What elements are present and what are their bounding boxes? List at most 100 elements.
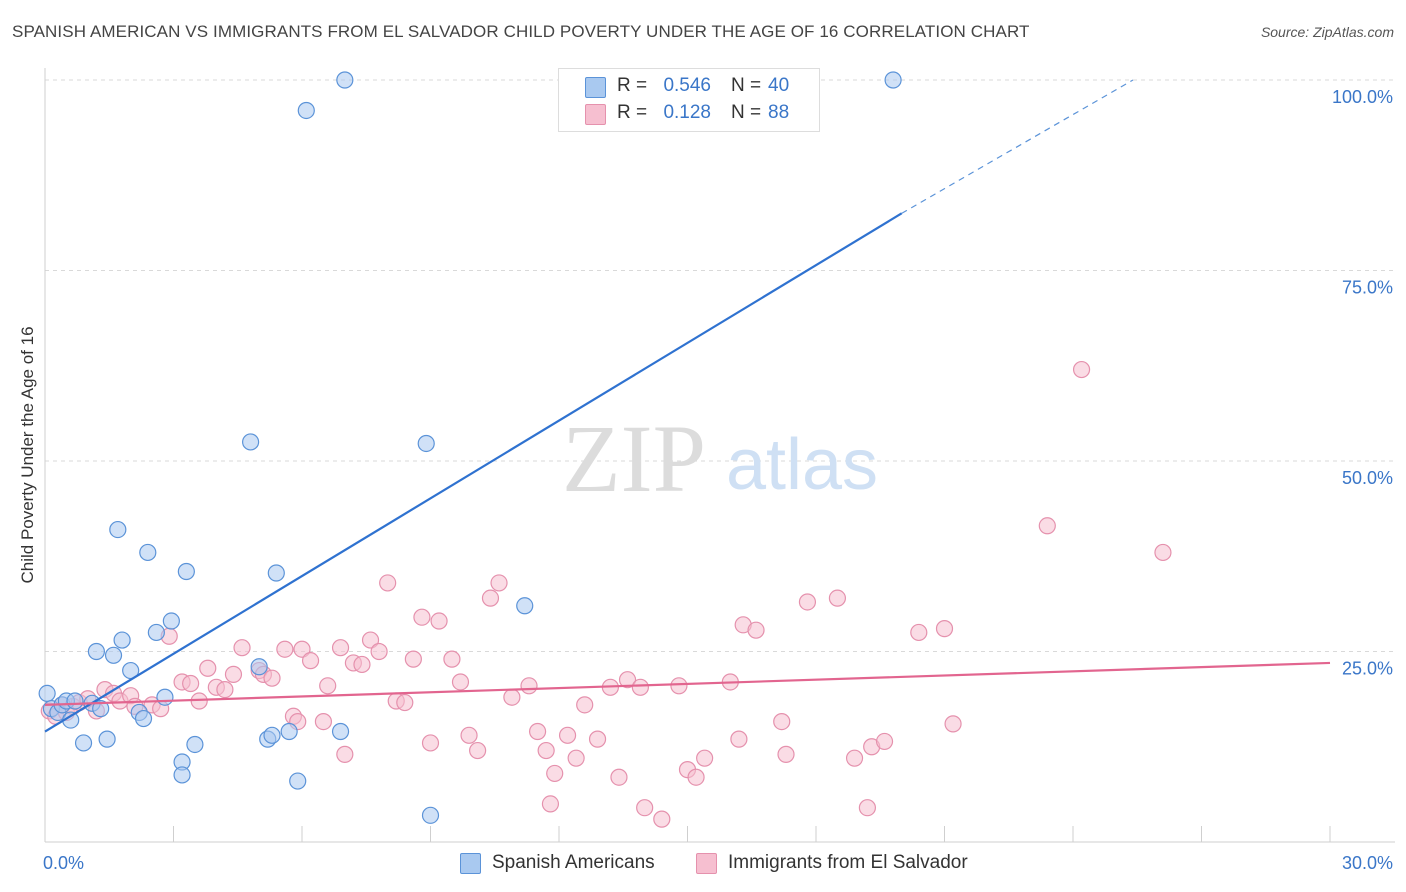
data-point-el-salvador xyxy=(314,713,333,731)
data-point-spanish-americans xyxy=(38,684,56,703)
data-point-el-salvador xyxy=(588,730,607,748)
data-point-spanish-americans xyxy=(186,735,204,754)
data-point-spanish-americans xyxy=(87,642,106,661)
bottom-legend-label: Spanish Americans xyxy=(492,852,655,873)
data-point-el-salvador xyxy=(777,745,795,763)
data-point-spanish-americans xyxy=(267,564,285,582)
data-point-el-salvador xyxy=(653,810,671,828)
data-point-el-salvador xyxy=(576,696,594,714)
data-point-el-salvador xyxy=(451,673,470,691)
data-point-spanish-americans xyxy=(242,433,260,451)
watermark-atlas: atlas xyxy=(726,425,878,505)
axes xyxy=(44,68,1395,843)
bottom-legend-swatch-pink xyxy=(696,853,717,874)
data-point-spanish-americans xyxy=(104,646,123,664)
data-point-el-salvador xyxy=(610,768,628,786)
data-point-el-salvador xyxy=(1154,543,1172,562)
data-point-el-salvador xyxy=(216,680,234,699)
legend-r-value: 0.546 xyxy=(663,75,711,96)
data-point-el-salvador xyxy=(421,734,440,752)
y-tick-label: 25.0% xyxy=(1342,659,1393,679)
correlation-legend: R = 0.546 N = 40 R = 0.128 N = 88 xyxy=(558,68,820,132)
data-point-el-salvador xyxy=(481,589,500,607)
data-point-spanish-americans xyxy=(884,71,902,89)
legend-n-value: 40 xyxy=(768,75,790,96)
data-point-el-salvador xyxy=(276,640,294,658)
data-point-spanish-americans xyxy=(92,700,110,718)
data-point-el-salvador xyxy=(199,659,217,677)
data-point-el-salvador xyxy=(670,677,688,695)
data-point-spanish-americans xyxy=(421,806,440,824)
data-point-spanish-americans xyxy=(156,688,174,706)
data-point-el-salvador xyxy=(541,795,560,813)
data-point-el-salvador xyxy=(935,620,954,638)
legend-swatch-blue xyxy=(585,77,606,98)
data-point-el-salvador xyxy=(293,640,311,658)
data-point-el-salvador xyxy=(413,608,431,626)
data-point-el-salvador xyxy=(404,650,422,668)
legend-n-value: 88 xyxy=(768,102,790,123)
data-point-el-salvador xyxy=(730,730,748,748)
data-point-el-salvador xyxy=(182,674,200,693)
data-point-el-salvador xyxy=(430,612,448,630)
data-point-el-salvador xyxy=(858,799,877,817)
data-point-el-salvador xyxy=(747,621,765,639)
data-point-spanish-americans xyxy=(516,597,534,615)
data-point-el-salvador xyxy=(336,745,354,763)
data-point-el-salvador xyxy=(396,693,414,712)
data-point-el-salvador xyxy=(331,639,350,657)
data-point-spanish-americans xyxy=(147,623,165,642)
tick-labels: 25.0% 50.0% 75.0% 100.0% 0.0% 30.0% xyxy=(43,87,1393,873)
data-point-spanish-americans xyxy=(74,734,93,752)
data-point-el-salvador xyxy=(469,741,487,760)
data-point-el-salvador xyxy=(558,726,577,744)
source-credit: Source: ZipAtlas.com xyxy=(1260,24,1394,40)
data-point-spanish-americans xyxy=(66,692,84,710)
legend-r-label: R = xyxy=(617,75,648,96)
data-point-spanish-americans xyxy=(297,101,315,120)
data-point-el-salvador xyxy=(618,671,637,689)
data-point-spanish-americans xyxy=(162,612,180,630)
data-point-spanish-americans xyxy=(134,709,153,728)
data-point-el-salvador xyxy=(798,593,817,611)
data-point-el-salvador xyxy=(443,650,461,668)
data-point-spanish-americans xyxy=(109,520,127,539)
data-point-spanish-americans xyxy=(331,722,350,741)
data-point-el-salvador xyxy=(460,726,478,744)
data-point-el-salvador xyxy=(567,749,585,767)
trend-line-el-salvador xyxy=(44,661,1331,706)
data-point-spanish-americans xyxy=(336,71,354,89)
data-point-spanish-americans xyxy=(263,726,281,744)
data-point-el-salvador xyxy=(301,652,320,670)
series-spanish-americans-points xyxy=(38,71,902,824)
data-point-el-salvador xyxy=(910,623,928,642)
y-tick-label: 75.0% xyxy=(1342,278,1393,298)
bottom-legend-label: Immigrants from El Salvador xyxy=(728,852,968,873)
data-point-el-salvador xyxy=(263,669,281,687)
data-point-el-salvador xyxy=(370,642,388,661)
legend-swatch-pink xyxy=(585,104,606,125)
data-point-spanish-americans xyxy=(139,543,157,562)
data-point-el-salvador xyxy=(503,688,521,706)
data-point-spanish-americans xyxy=(280,722,298,741)
data-point-el-salvador xyxy=(319,677,337,695)
data-point-el-salvador xyxy=(379,574,397,592)
data-point-el-salvador xyxy=(944,715,962,733)
data-point-el-salvador xyxy=(490,574,508,592)
legend-n-label: N = xyxy=(731,75,762,96)
data-point-spanish-americans xyxy=(98,730,116,748)
data-point-spanish-americans xyxy=(113,631,131,649)
data-point-el-salvador xyxy=(875,732,894,751)
chart-title: SPANISH AMERICAN VS IMMIGRANTS FROM EL S… xyxy=(12,22,1030,41)
data-point-spanish-americans xyxy=(173,766,191,784)
x-tick-label: 0.0% xyxy=(43,853,84,873)
data-point-el-salvador xyxy=(631,678,649,696)
legend-n-label: N = xyxy=(731,102,762,123)
data-point-el-salvador xyxy=(1072,360,1091,379)
data-point-spanish-americans xyxy=(177,562,195,581)
trend-line-spanish-americans xyxy=(44,212,903,733)
data-point-el-salvador xyxy=(696,749,714,767)
watermark-zip: ZIP xyxy=(562,405,706,512)
legend-r-label: R = xyxy=(617,102,648,123)
